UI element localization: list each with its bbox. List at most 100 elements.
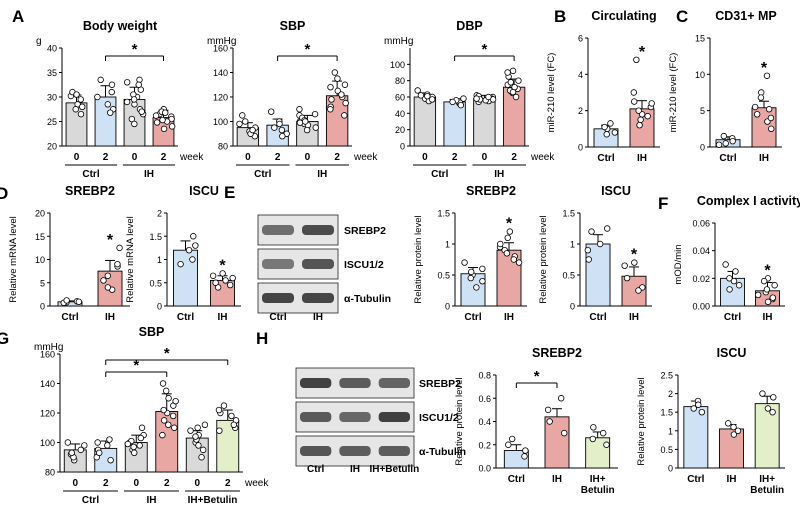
data-point: [77, 96, 84, 103]
panel-chart-6: ISCU 0 0.5 1 1.5 2 Relative mRNA level Ctrl IH *: [125, 184, 241, 323]
data-point: [278, 126, 286, 134]
data-point: [68, 449, 75, 457]
group-label: IH: [144, 169, 154, 180]
chart-title: Complex I activity: [697, 194, 800, 208]
data-point: [172, 398, 179, 405]
group-label: IH: [494, 169, 504, 180]
sig-star: *: [133, 357, 139, 374]
blot-panel-0: E SREBP2 ISCU1/2 α-Tubulin Ctrl IH: [224, 183, 391, 323]
data-point: [312, 124, 319, 131]
data-point: [94, 439, 101, 446]
bar: [683, 406, 709, 469]
data-point: [631, 259, 638, 266]
y-tick-label: 35: [47, 68, 57, 78]
data-point: [479, 278, 486, 285]
data-point: [734, 427, 742, 434]
x-tick-label: 0: [133, 478, 139, 489]
blot-lane-label: IH+Betulin: [369, 464, 419, 475]
data-point: [460, 95, 467, 102]
x-tick-label: 2: [334, 152, 340, 163]
data-point: [311, 110, 319, 118]
y-tick-label: 0: [578, 143, 583, 153]
data-point: [189, 256, 196, 263]
y-tick-label: 60: [395, 93, 405, 103]
y-axis-label: Relative protein level: [413, 215, 424, 303]
data-point: [331, 69, 338, 76]
data-point: [187, 427, 194, 434]
data-point: [342, 99, 349, 107]
x-tick-label: IH: [727, 474, 737, 485]
x-tick-label: IH: [105, 312, 115, 323]
blot-band: [339, 446, 371, 456]
data-point: [715, 141, 723, 149]
data-point: [603, 441, 610, 448]
y-axis-label: miR-210 level (FC): [668, 53, 679, 133]
chart-title: SREBP2: [65, 184, 115, 198]
data-point: [589, 435, 596, 443]
y-tick-label: 40: [395, 109, 405, 119]
group-label: Ctrl: [82, 495, 99, 506]
y-tick-label: 1.5: [562, 209, 575, 219]
week-label: week: [530, 152, 555, 163]
data-point: [730, 277, 738, 285]
data-point: [751, 103, 759, 111]
data-point: [644, 112, 651, 120]
y-axis-label: Relative mRNA level: [125, 216, 136, 303]
sig-star: *: [132, 41, 138, 58]
panel-letter: B: [554, 7, 566, 26]
panel-chart-11: SREBP2 0.0 0.2 0.4 0.6 0.8 Relative protein le…: [454, 346, 618, 496]
data-point: [695, 401, 702, 408]
y-tick-label: 5: [40, 278, 45, 288]
data-point: [636, 121, 643, 129]
x-tick-label: Ctrl: [687, 474, 704, 485]
data-point: [508, 435, 516, 443]
data-point: [212, 279, 219, 286]
data-point: [97, 76, 104, 84]
data-point: [302, 118, 309, 125]
x-tick-label: Ctrl: [597, 153, 614, 164]
y-tick-label: 0.5: [149, 278, 162, 288]
y-tick-label: 160: [40, 350, 55, 360]
data-point: [81, 442, 88, 449]
data-point: [457, 101, 465, 109]
data-point: [279, 132, 286, 140]
data-point: [201, 421, 209, 428]
blot-band: [262, 225, 294, 235]
bar: [413, 96, 437, 147]
data-point: [242, 118, 249, 125]
x-tick-label: Ctrl: [177, 312, 194, 323]
data-point: [116, 244, 123, 252]
blot-band: [378, 446, 410, 456]
data-point: [726, 275, 733, 282]
panel-letter: D: [0, 184, 8, 203]
data-point: [200, 446, 207, 454]
blot-band-label: SREBP2: [344, 225, 386, 237]
data-point: [162, 109, 169, 116]
sig-star: *: [219, 257, 226, 274]
data-point: [754, 291, 762, 299]
data-point: [137, 434, 144, 442]
bar: [585, 243, 611, 307]
chart-title: CD31+ MP: [715, 9, 776, 23]
y-tick-label: 0.5: [660, 445, 673, 455]
data-point: [104, 101, 111, 108]
data-point: [509, 67, 517, 75]
blot-band-label: ISCU1/2: [344, 259, 384, 271]
data-point: [216, 427, 223, 434]
data-point: [690, 405, 697, 412]
data-point: [770, 394, 777, 401]
data-point: [414, 87, 421, 94]
data-point: [698, 409, 706, 416]
y-tick-label: 5: [700, 106, 705, 116]
data-point: [473, 284, 480, 291]
data-point: [635, 107, 642, 114]
data-point: [596, 240, 604, 248]
data-point: [722, 261, 729, 268]
y-tick-label: 10: [695, 70, 705, 80]
x-tick-label: Ctrl: [589, 312, 606, 323]
data-point: [637, 116, 644, 123]
data-point: [131, 120, 138, 128]
x-tick-label: 0: [72, 478, 78, 489]
data-point: [729, 137, 736, 145]
